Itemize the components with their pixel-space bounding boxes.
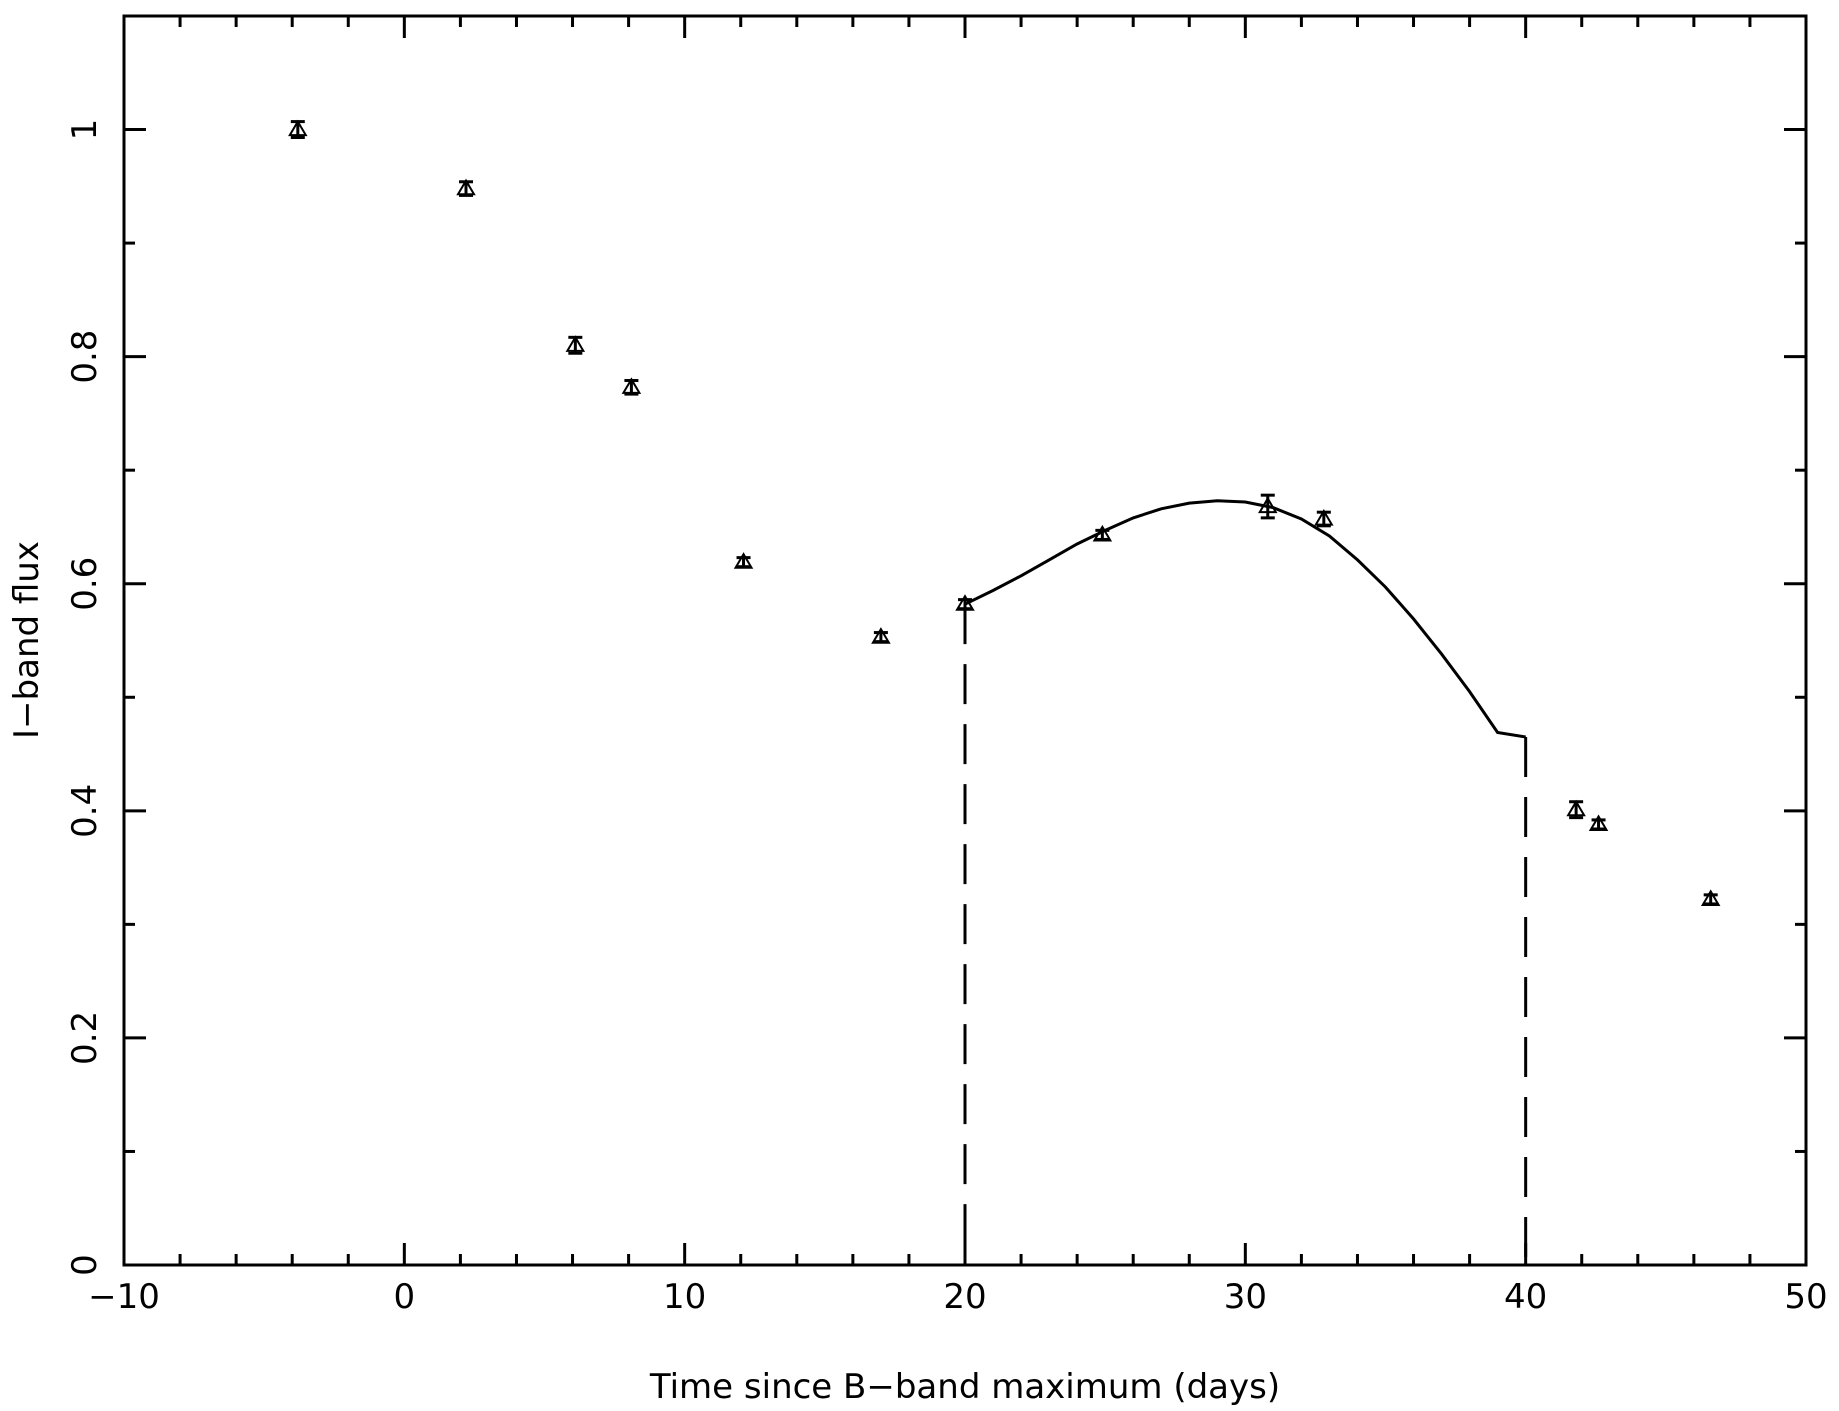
triangle-marker [1588, 814, 1609, 832]
data-point [621, 377, 642, 396]
data-point [1314, 509, 1334, 528]
triangle-marker [456, 178, 476, 196]
triangle-marker [1092, 524, 1113, 542]
y-tick-label: 1 [65, 119, 105, 141]
x-tick-labels: −10 0 10 20 30 40 50 [88, 1277, 1828, 1317]
y-tick-label: 0.8 [65, 330, 105, 384]
triangle-marker [1566, 799, 1586, 817]
data-point [1700, 889, 1721, 906]
triangle-marker [1258, 496, 1278, 514]
x-tick-label: 50 [1784, 1277, 1827, 1317]
triangle-marker [871, 627, 891, 644]
data-point [871, 627, 891, 644]
triangle-marker [288, 119, 308, 137]
x-tick-label: 30 [1224, 1277, 1267, 1317]
boundary-lines [963, 604, 1528, 1265]
triangle-marker [1700, 889, 1721, 906]
triangle-marker [1314, 509, 1334, 526]
data-point [565, 335, 586, 355]
y-tick-labels: 0 0.2 0.4 0.6 0.8 1 [65, 119, 105, 1276]
triangle-marker [955, 594, 975, 611]
triangle-marker [733, 552, 754, 569]
x-tick-label: 20 [943, 1277, 986, 1317]
data-point [1092, 524, 1113, 542]
data-point [1258, 493, 1278, 520]
fit-curve [964, 499, 1526, 739]
y-tick-label: 0.6 [65, 557, 105, 611]
data-point [1566, 799, 1586, 820]
data-point [955, 594, 975, 611]
x-tick-label: 0 [394, 1277, 416, 1317]
y-tick-label: 0.4 [65, 784, 105, 838]
data-point [288, 119, 308, 139]
data-point [733, 552, 754, 569]
x-tick-label: 40 [1504, 1277, 1547, 1317]
data-points [288, 119, 1721, 906]
axis-ticks [122, 14, 1808, 1267]
y-tick-label: 0.2 [65, 1011, 105, 1065]
x-axis-title: Time since B−band maximum (days) [649, 1367, 1280, 1407]
x-tick-label: 10 [663, 1277, 706, 1317]
data-point [1588, 814, 1609, 832]
y-tick-label: 0 [65, 1254, 105, 1276]
data-point [456, 178, 476, 197]
x-tick-label: −10 [88, 1277, 160, 1317]
triangle-marker [565, 335, 586, 352]
y-axis-title: I−band flux [7, 541, 47, 739]
triangle-marker [621, 377, 642, 394]
